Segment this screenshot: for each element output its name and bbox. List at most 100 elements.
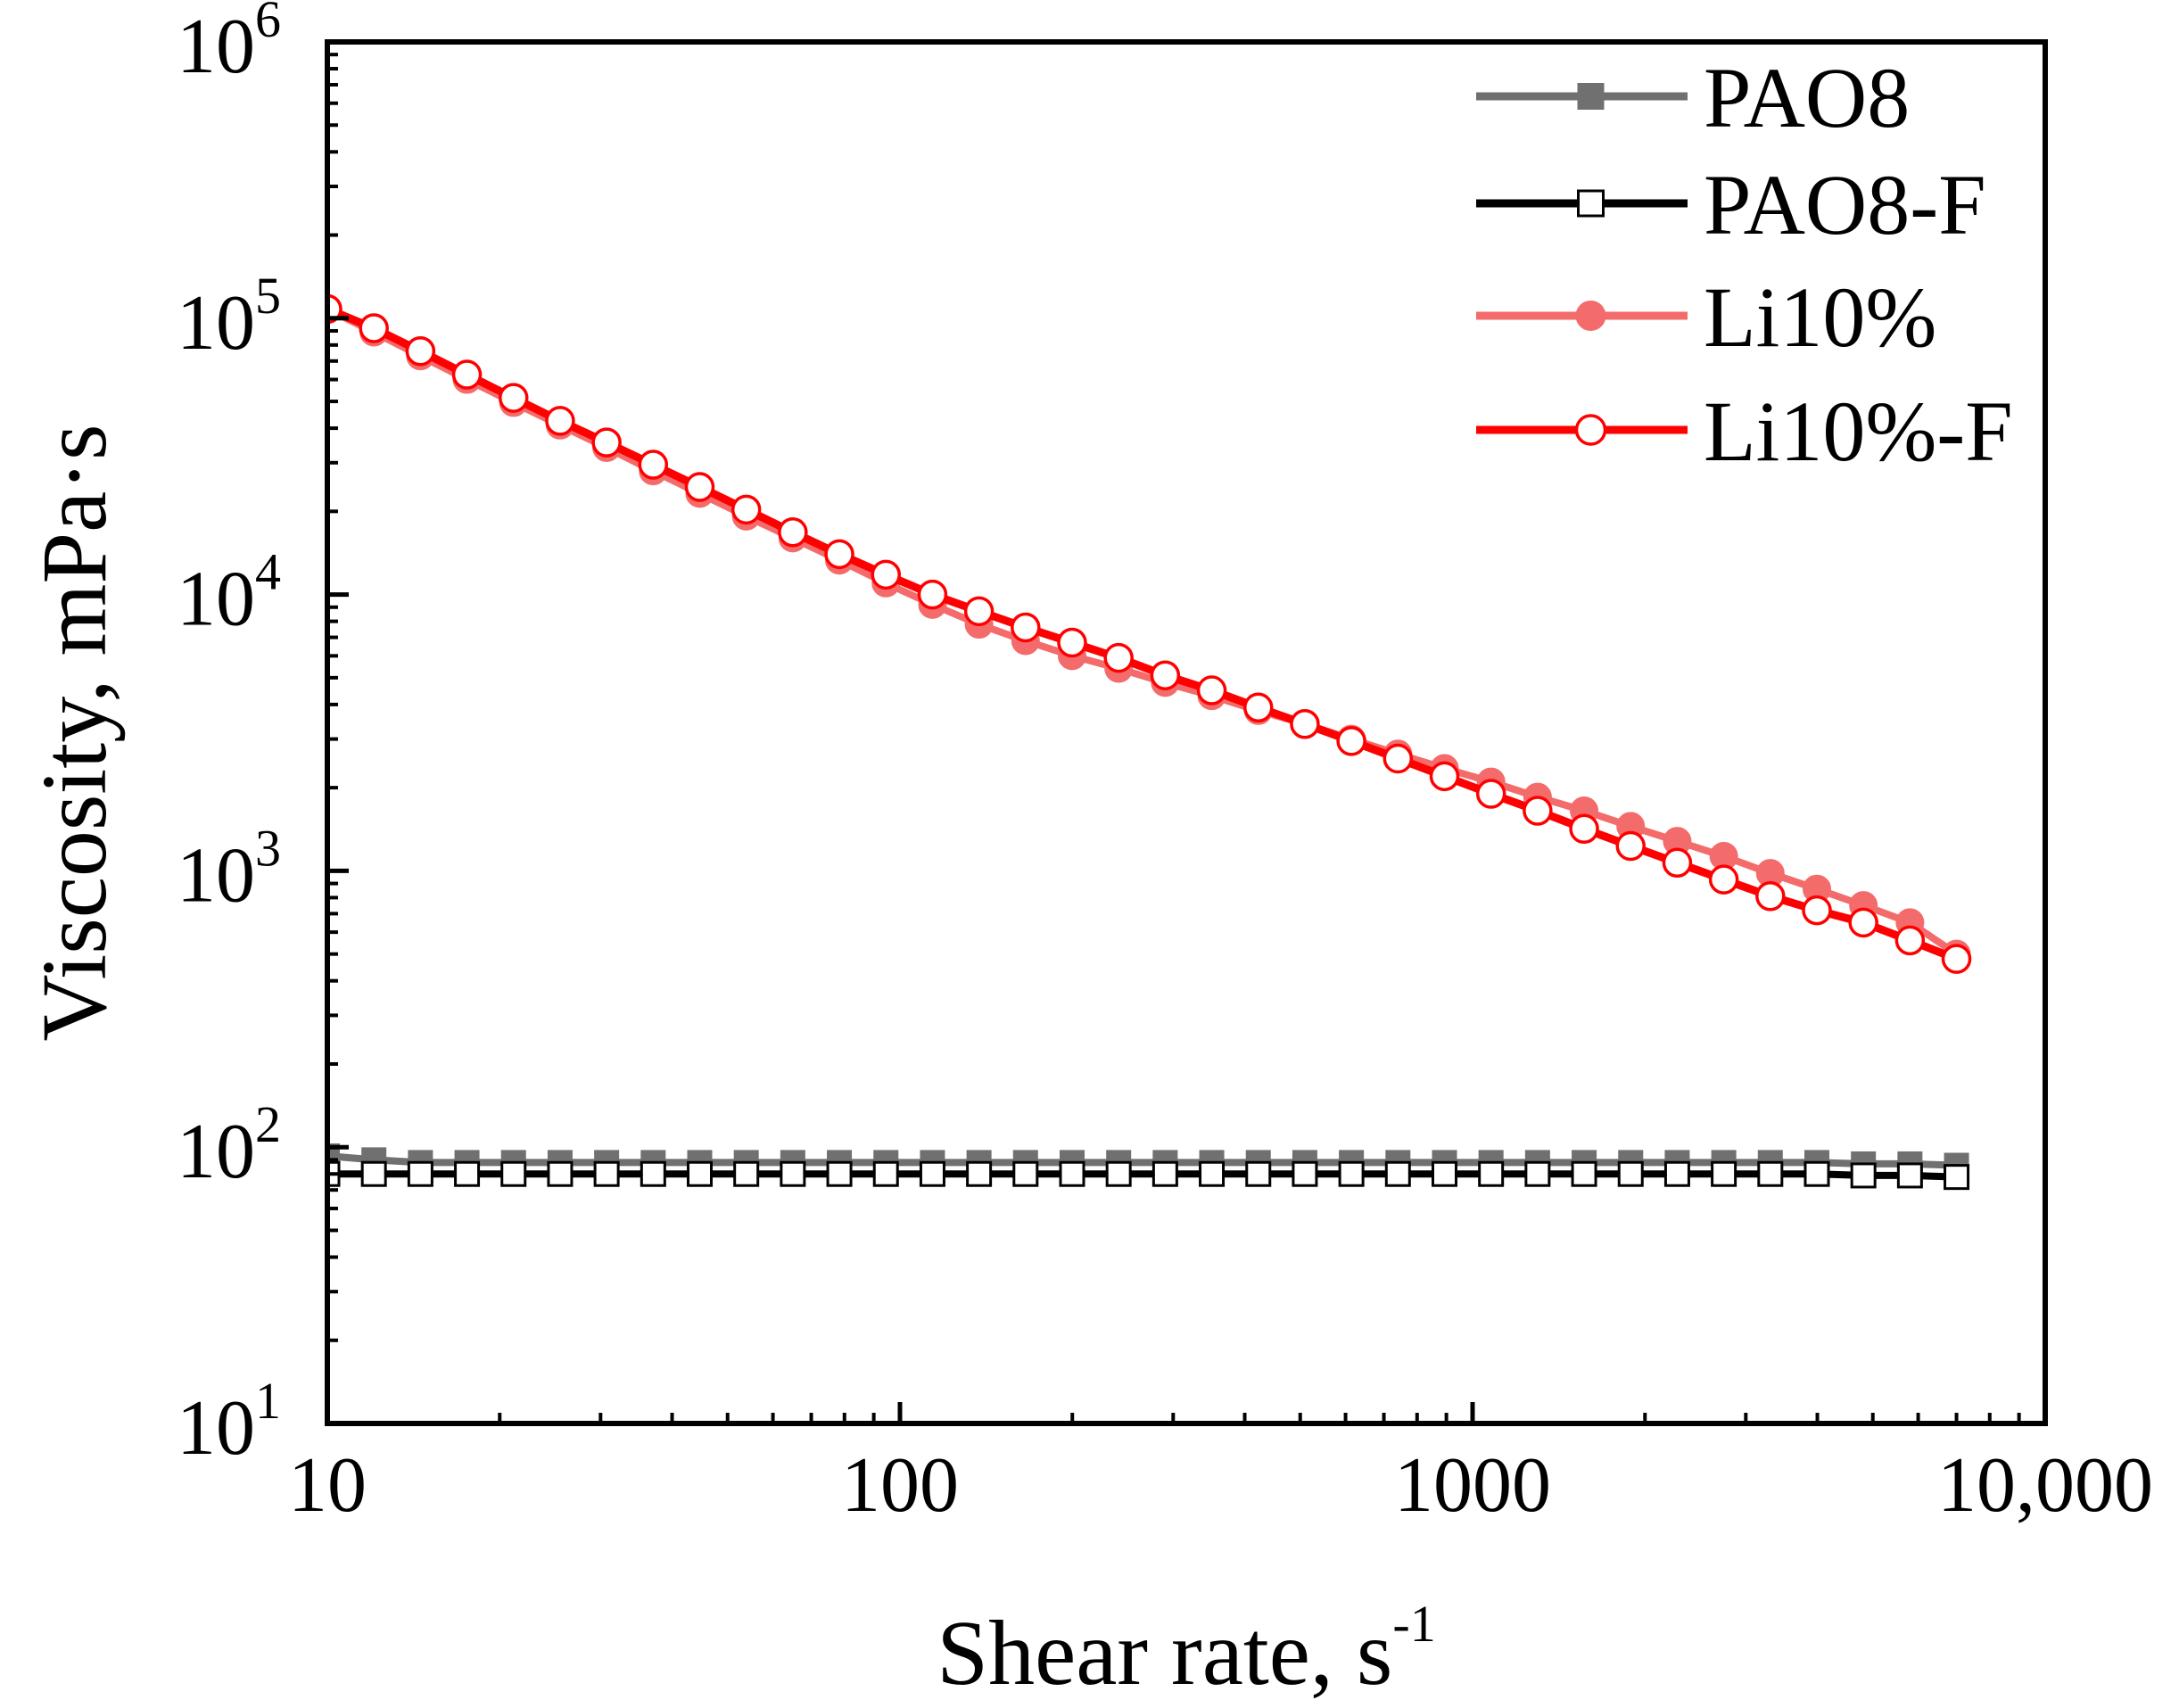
data-point	[1199, 1160, 1226, 1187]
data-point	[919, 1160, 945, 1187]
data-point	[730, 494, 762, 525]
data-point	[1196, 675, 1227, 705]
data-point	[405, 335, 436, 367]
legend-marker	[1577, 83, 1605, 110]
x-tick-label: 1000	[1394, 1442, 1551, 1529]
data-point	[1617, 1160, 1644, 1187]
data-point	[1478, 1160, 1505, 1187]
y-tick-label: 102	[177, 1095, 281, 1195]
data-point	[1850, 1162, 1877, 1189]
data-point	[1150, 660, 1181, 690]
data-point	[1336, 726, 1366, 756]
data-point	[963, 596, 995, 627]
data-point	[1011, 612, 1041, 643]
data-point	[1524, 1160, 1551, 1187]
data-point	[638, 450, 669, 480]
data-point	[1383, 743, 1414, 774]
data-point	[407, 1160, 433, 1187]
data-point	[1663, 1160, 1690, 1187]
x-axis-title: Shear rate, s-1	[937, 1595, 1435, 1704]
data-point	[1012, 1160, 1039, 1187]
data-point	[686, 1160, 713, 1187]
data-point	[593, 1160, 620, 1187]
y-tick-label: 103	[177, 819, 281, 919]
data-point	[454, 1160, 481, 1187]
data-point	[1242, 692, 1274, 723]
data-point	[1802, 895, 1832, 926]
legend-item-li10-f: Li10%-F	[1476, 384, 2013, 479]
legend-label: Li10%	[1704, 269, 1936, 365]
legend-marker	[1574, 414, 1607, 446]
data-point	[547, 1160, 574, 1187]
legend-marker	[1577, 189, 1605, 218]
series-layer	[327, 293, 1972, 1191]
data-point	[1523, 796, 1553, 826]
data-point	[1571, 1160, 1597, 1187]
data-point	[545, 406, 575, 436]
data-point	[1384, 1160, 1411, 1187]
y-tick-label: 105	[177, 267, 281, 367]
data-point	[1057, 627, 1087, 658]
data-point	[1105, 1160, 1132, 1187]
data-point	[1475, 779, 1506, 809]
series-pao8-f	[327, 1160, 1970, 1191]
data-point	[1896, 1162, 1923, 1189]
data-point	[684, 472, 715, 502]
data-point	[1894, 925, 1926, 956]
data-point	[780, 1160, 806, 1187]
plot-frame	[325, 39, 2048, 1426]
data-point	[1662, 847, 1693, 879]
data-point	[1103, 642, 1134, 673]
data-point	[451, 359, 483, 390]
x-tick-label: 100	[841, 1442, 959, 1529]
data-point	[778, 517, 808, 548]
data-point	[1848, 907, 1878, 938]
data-point	[917, 579, 948, 610]
data-point	[1151, 1160, 1178, 1187]
series-li10-f	[327, 293, 1972, 974]
legend-item-pao8: PAO8	[1476, 50, 1910, 145]
data-point	[1059, 1160, 1085, 1187]
y-tick-label: 104	[177, 543, 281, 643]
legend-marker	[1575, 301, 1606, 331]
data-point	[966, 1160, 993, 1187]
data-point	[1941, 944, 1972, 974]
data-point	[1290, 708, 1320, 739]
legend: PAO8 PAO8-F Li10% Li10%-F	[1476, 50, 2013, 479]
data-point	[591, 427, 622, 458]
data-point	[1338, 1160, 1365, 1187]
data-point	[1944, 1164, 1970, 1191]
data-point	[1429, 761, 1460, 792]
y-axis-title: Viscosity, mPa·s	[23, 425, 126, 1042]
data-point	[498, 383, 529, 413]
legend-label: PAO8	[1704, 50, 1910, 145]
data-point	[1803, 1160, 1830, 1187]
data-point	[1711, 1160, 1737, 1187]
data-point	[1615, 830, 1646, 862]
y-tick-label: 106	[177, 0, 281, 90]
y-tick-label: 101	[177, 1372, 281, 1472]
legend-item-li10-: Li10%	[1476, 269, 1936, 365]
data-point	[1757, 1160, 1784, 1187]
legend-item-pao8-f: PAO8-F	[1476, 157, 1986, 252]
data-point	[824, 539, 854, 570]
legend-label: PAO8-F	[1704, 157, 1986, 252]
data-point	[327, 293, 343, 325]
data-point	[1245, 1160, 1272, 1187]
x-tick-label: 10,000	[1937, 1442, 2153, 1529]
data-point	[872, 1160, 899, 1187]
x-tick-label: 10	[288, 1442, 367, 1529]
axes: 101 102 103 104 105 106 10 100 1000 10,000 Shear r…	[23, 0, 2153, 1704]
data-point	[1431, 1160, 1457, 1187]
data-point	[1569, 813, 1599, 844]
data-point	[871, 559, 901, 590]
legend-label: Li10%-F	[1704, 384, 2013, 479]
data-point	[1292, 1160, 1318, 1187]
data-point	[360, 1160, 387, 1187]
data-point	[826, 1160, 853, 1187]
data-point	[1755, 881, 1786, 912]
data-point	[359, 313, 389, 343]
data-point	[640, 1160, 666, 1187]
data-point	[733, 1160, 760, 1187]
